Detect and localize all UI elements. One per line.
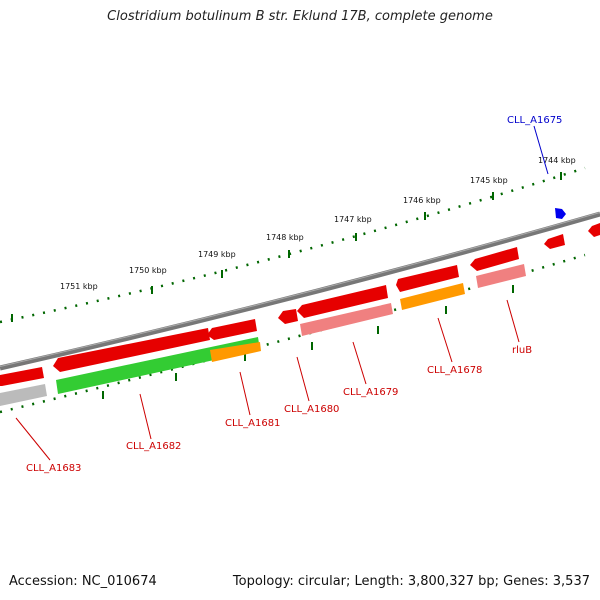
accession-text: Accession: NC_010674 bbox=[9, 574, 157, 589]
gene-feature[interactable] bbox=[588, 223, 600, 237]
kbp-label: 1745 kbp bbox=[470, 176, 508, 185]
gene-label[interactable]: CLL_A1682 bbox=[126, 441, 181, 452]
genome-backbone bbox=[0, 211, 600, 371]
gene-feature[interactable] bbox=[476, 264, 526, 288]
gene-label[interactable]: CLL_A1678 bbox=[427, 365, 482, 376]
gene-label[interactable]: rluB bbox=[512, 345, 532, 356]
gene-feature[interactable] bbox=[278, 309, 298, 324]
kbp-label: 1744 kbp bbox=[538, 156, 576, 165]
gene-cll-a1675[interactable] bbox=[555, 208, 566, 219]
kbp-label: 1751 kbp bbox=[60, 282, 98, 291]
kbp-label: 1750 kbp bbox=[129, 266, 167, 275]
kbp-label: 1746 kbp bbox=[403, 196, 441, 205]
gene-feature[interactable] bbox=[56, 337, 260, 394]
inner-strand-genes bbox=[0, 264, 526, 406]
gene-label[interactable]: CLL_A1675 bbox=[507, 115, 562, 126]
major-ticks bbox=[11, 172, 562, 399]
gene-feature[interactable] bbox=[300, 303, 393, 336]
outer-strand-genes bbox=[0, 223, 600, 386]
gene-feature[interactable] bbox=[207, 319, 257, 340]
gene-label[interactable]: CLL_A1683 bbox=[26, 463, 81, 474]
gene-feature[interactable] bbox=[0, 384, 47, 406]
gene-label[interactable]: CLL_A1680 bbox=[284, 404, 339, 415]
genome-backbone-highlight bbox=[0, 212, 600, 367]
gene-feature[interactable] bbox=[470, 247, 519, 271]
gene-feature[interactable] bbox=[53, 328, 210, 372]
kbp-label: 1747 kbp bbox=[334, 215, 372, 224]
gene-feature[interactable] bbox=[400, 283, 465, 310]
gene-feature[interactable] bbox=[210, 342, 261, 362]
outer-ruler-track bbox=[0, 166, 586, 324]
gene-feature[interactable] bbox=[396, 265, 459, 292]
map-title: Clostridium botulinum B str. Eklund 17B,… bbox=[107, 9, 493, 24]
gene-label[interactable]: CLL_A1681 bbox=[225, 418, 280, 429]
topology-text: Topology: circular; Length: 3,800,327 bp… bbox=[232, 574, 590, 589]
kbp-label: 1748 kbp bbox=[266, 233, 304, 242]
label-leaders bbox=[15, 125, 549, 461]
gene-label[interactable]: CLL_A1679 bbox=[343, 387, 398, 398]
kbp-label: 1749 kbp bbox=[198, 250, 236, 259]
gene-feature[interactable] bbox=[0, 367, 44, 386]
gene-feature[interactable] bbox=[544, 234, 565, 249]
gene-feature[interactable] bbox=[297, 285, 388, 318]
